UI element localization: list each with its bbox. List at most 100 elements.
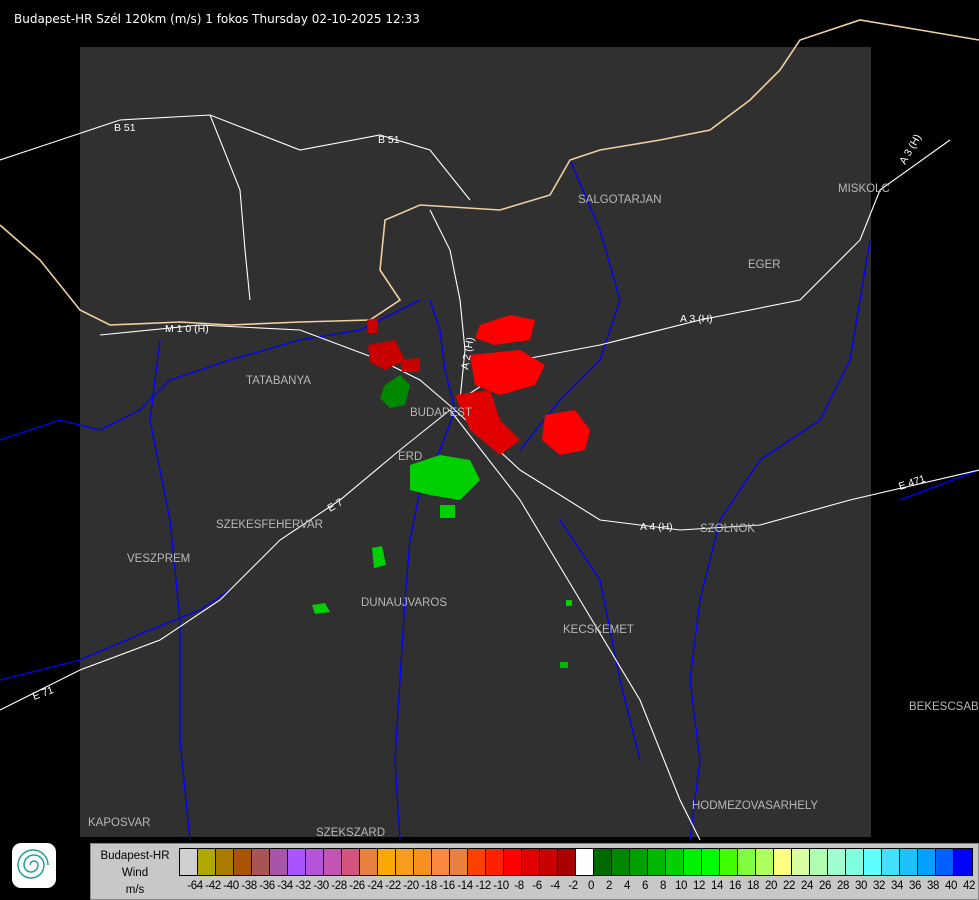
road-label: A 2 (H): [459, 336, 476, 370]
city-label: SZOLNOK: [700, 523, 755, 535]
legend-unit: m/s: [125, 884, 145, 896]
legend-color-cell: [360, 849, 378, 875]
spiral-logo-icon: [17, 849, 49, 879]
legend-color-cell: [252, 849, 270, 875]
legend-tick-label: 34: [891, 880, 903, 892]
legend-color-cell: [450, 849, 468, 875]
legend-tick-label: -4: [550, 880, 560, 892]
legend-color-cell: [738, 849, 756, 875]
legend-color-cell: [234, 849, 252, 875]
city-label: HODMEZOVASARHELY: [692, 800, 818, 812]
legend-tick-label: -8: [514, 880, 524, 892]
legend-product: Wind: [121, 867, 149, 879]
legend-tick-label: -10: [493, 880, 509, 892]
legend-tick-label: -22: [385, 880, 401, 892]
legend-color-cell: [414, 849, 432, 875]
legend-color-cell: [558, 849, 576, 875]
city-label: SZEKESFEHERVAR: [216, 519, 323, 531]
legend-color-scale: [179, 848, 973, 876]
legend-color-cell: [936, 849, 954, 875]
city-label: TATABANYA: [246, 375, 311, 387]
legend-color-cell: [306, 849, 324, 875]
legend-tick-label: 12: [693, 880, 705, 892]
product-title: Budapest-HR Szél 120km (m/s) 1 fokos Thu…: [14, 12, 420, 26]
road-label: B 51: [114, 122, 136, 134]
legend-color-cell: [504, 849, 522, 875]
legend-tick-label: 8: [660, 880, 666, 892]
legend-tick-label: 22: [783, 880, 795, 892]
legend-tick-label: -12: [475, 880, 491, 892]
legend-tick-label: -30: [313, 880, 329, 892]
road-label: E 471: [897, 473, 927, 493]
road-label: B 51: [378, 134, 400, 146]
legend-color-cell: [900, 849, 918, 875]
legend-color-cell: [522, 849, 540, 875]
legend-tick-label: 26: [819, 880, 831, 892]
legend-tick-label: -6: [532, 880, 542, 892]
city-label: SZEKSZARD: [316, 827, 385, 839]
legend-color-cell: [270, 849, 288, 875]
legend-title: Budapest-HR Wind m/s: [91, 848, 179, 899]
legend-color-cell: [576, 849, 594, 875]
color-legend: Budapest-HR Wind m/s -64 -42 -40 -38 -36 -34-…: [90, 843, 979, 900]
legend-color-cell: [180, 849, 198, 875]
legend-color-cell: [756, 849, 774, 875]
legend-color-cell: [720, 849, 738, 875]
legend-tick-label: -14: [457, 880, 473, 892]
legend-tick-label: 2: [606, 880, 612, 892]
road-label: A 4 (H): [640, 521, 673, 533]
city-label: MISKOLC: [838, 183, 890, 195]
legend-tick-label: 20: [765, 880, 777, 892]
legend-tick-label: -26: [349, 880, 365, 892]
legend-tick-label: -36: [259, 880, 275, 892]
legend-tick-label: -24: [367, 880, 383, 892]
legend-tick-label: -16: [439, 880, 455, 892]
road-label: M 1 0 (H): [165, 323, 209, 335]
legend-color-cell: [396, 849, 414, 875]
legend-color-cell: [486, 849, 504, 875]
legend-color-cell: [288, 849, 306, 875]
legend-color-cell: [216, 849, 234, 875]
road-label: E 71: [31, 684, 56, 703]
road-label: A 3 (H): [680, 313, 713, 325]
legend-tick-label: 36: [909, 880, 921, 892]
legend-color-cell: [702, 849, 720, 875]
city-label: EGER: [748, 259, 781, 271]
legend-color-cell: [540, 849, 558, 875]
echo-negative-velocity: [367, 315, 590, 455]
legend-tick-label: 18: [747, 880, 759, 892]
city-label: VESZPREM: [127, 553, 190, 565]
legend-color-cell: [774, 849, 792, 875]
legend-color-cell: [342, 849, 360, 875]
legend-tick-label: 10: [675, 880, 687, 892]
legend-color-cell: [882, 849, 900, 875]
legend-color-cell: [612, 849, 630, 875]
city-label: DUNAUJVAROS: [361, 597, 447, 609]
legend-tick-label: -40: [223, 880, 239, 892]
city-label: SALGOTARJAN: [578, 194, 662, 206]
city-label: BUDAPEST: [410, 407, 472, 419]
legend-tick-label: 28: [837, 880, 849, 892]
legend-color-cell: [432, 849, 450, 875]
borders: [0, 19, 979, 326]
legend-tick-label: 16: [729, 880, 741, 892]
legend-color-cell: [846, 849, 864, 875]
legend-tick-label: -18: [421, 880, 437, 892]
legend-color-cell: [666, 849, 684, 875]
legend-color-cell: [648, 849, 666, 875]
legend-color-cell: [324, 849, 342, 875]
legend-tick-label: 30: [855, 880, 867, 892]
legend-tick-label: 14: [711, 880, 723, 892]
city-labels: SALGOTARJAN MISKOLC EGER TATABANYA BUDAP…: [88, 183, 979, 839]
legend-tick-label: -20: [403, 880, 419, 892]
legend-color-cell: [810, 849, 828, 875]
legend-color-cell: [684, 849, 702, 875]
city-label: KECSKEMET: [563, 624, 634, 636]
legend-tick-label: 24: [801, 880, 813, 892]
legend-tick-label: 38: [927, 880, 939, 892]
legend-tick-label: -32: [295, 880, 311, 892]
roads: [0, 114, 979, 841]
city-label: ERD: [398, 451, 422, 463]
logo: [12, 843, 56, 888]
